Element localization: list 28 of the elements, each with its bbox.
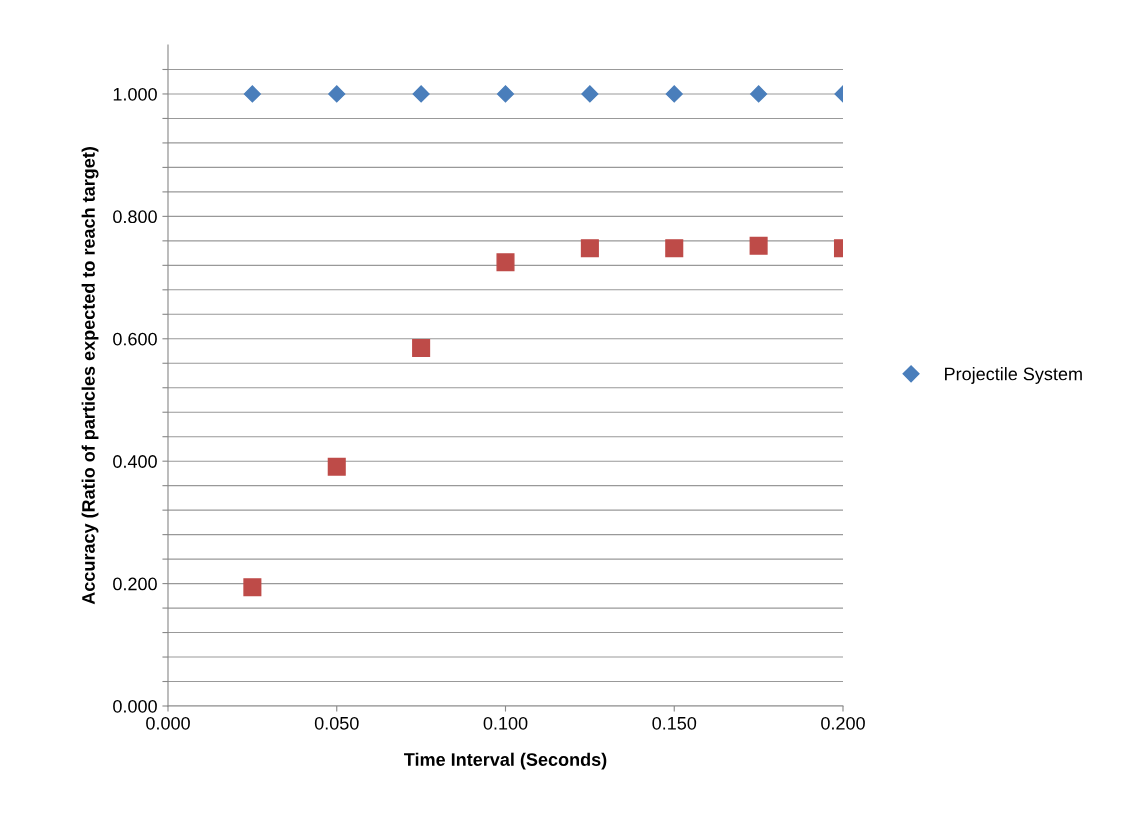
point [243,578,262,597]
x-tick-label: 0.000 [146,716,190,730]
x-tick-label: 0.050 [314,716,359,730]
point [327,457,346,476]
y-tick-label: 0.000 [113,699,157,713]
y-tick-label: 0.600 [113,332,157,346]
point [243,85,261,103]
point [496,253,515,272]
legend-label: Projectile System [945,367,1082,384]
point [412,85,430,103]
point [581,85,599,103]
x-axis-title: Time Interval (Seconds) [404,752,607,770]
x-tick-label: 0.100 [483,716,528,730]
point [496,85,515,103]
point [749,236,768,255]
y-axis-title: Accuracy (Ratio of particles expected to reach target) [81,147,99,605]
point [750,85,768,103]
y-tick-label: 0.200 [113,577,157,591]
point [580,239,599,258]
x-tick-label: 0.150 [652,716,697,730]
point [665,239,684,258]
point [665,85,683,103]
y-tick-label: 1.000 [113,87,157,101]
point [412,338,431,357]
y-tick-label: 0.800 [113,210,157,224]
x-tick-label: 0.200 [821,716,865,730]
point [328,85,346,103]
y-tick-label: 0.400 [113,455,157,468]
